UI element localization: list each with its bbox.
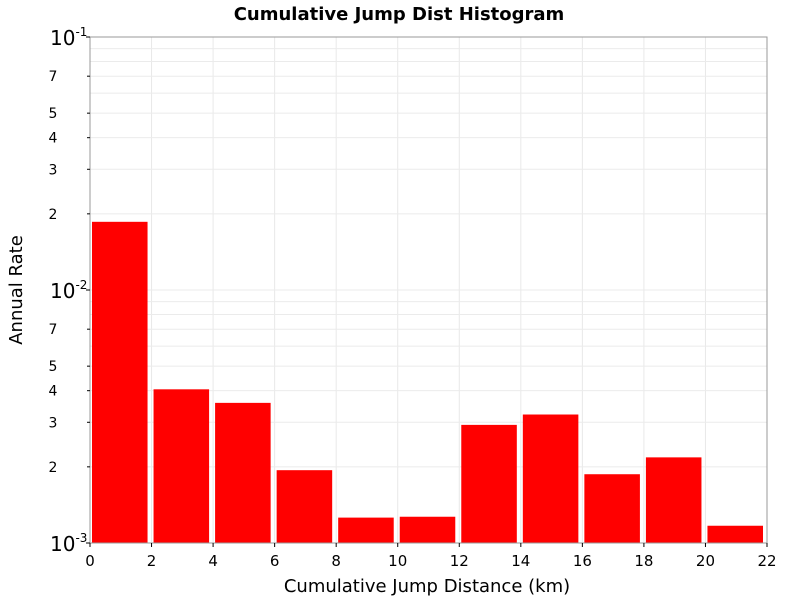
histogram-bar xyxy=(153,389,210,543)
x-tick-label: 18 xyxy=(634,552,653,570)
x-tick-label: 22 xyxy=(757,552,776,570)
x-tick-label: 20 xyxy=(696,552,715,570)
histogram-bar xyxy=(92,221,148,543)
y-decade-label: 10-3 xyxy=(50,531,87,556)
y-minor-tick-label: 7 xyxy=(49,69,58,85)
y-minor-tick-label: 3 xyxy=(49,415,58,431)
histogram-bar xyxy=(522,414,579,543)
x-tick-label: 14 xyxy=(511,552,530,570)
histogram-bar xyxy=(584,474,640,543)
histogram-bar xyxy=(645,457,702,543)
y-decade-base: 10 xyxy=(50,26,75,50)
y-minor-tick-label: 2 xyxy=(49,207,58,223)
x-tick-label: 4 xyxy=(208,552,218,570)
histogram-bar xyxy=(707,525,763,543)
y-decade-exponent: -1 xyxy=(75,25,87,39)
x-tick-label: 6 xyxy=(270,552,280,570)
histogram-bar xyxy=(215,402,271,543)
x-axis-label: Cumulative Jump Distance (km) xyxy=(284,576,570,597)
x-tick-label: 16 xyxy=(573,552,592,570)
y-minor-tick-label: 4 xyxy=(49,384,58,400)
histogram-bar xyxy=(399,516,456,543)
x-axis-ticks: 0 2 4 6 8 10 12 14 16 18 20 22 xyxy=(85,543,777,570)
y-minor-tick-label: 2 xyxy=(49,460,58,476)
x-tick-label: 8 xyxy=(331,552,341,570)
y-decade-exponent: -3 xyxy=(75,531,87,545)
y-decade-base: 10 xyxy=(50,279,75,303)
y-minor-tick-label: 3 xyxy=(49,162,58,178)
y-minor-tick-label: 5 xyxy=(49,106,58,122)
x-tick-label: 2 xyxy=(147,552,157,570)
x-tick-label: 0 xyxy=(85,552,95,570)
bars xyxy=(92,221,763,543)
chart-title: Cumulative Jump Dist Histogram xyxy=(234,4,565,25)
y-decade-label: 10-1 xyxy=(50,25,87,50)
x-tick-label: 10 xyxy=(388,552,407,570)
y-minor-tick-label: 4 xyxy=(49,131,58,147)
y-minor-tick-label: 5 xyxy=(49,359,58,375)
histogram-bar xyxy=(461,424,517,543)
histogram-bar xyxy=(338,517,394,543)
histogram-bar xyxy=(276,470,333,543)
y-decade-exponent: -2 xyxy=(75,278,87,292)
y-minor-tick-label: 7 xyxy=(49,322,58,338)
x-tick-label: 12 xyxy=(450,552,469,570)
y-decade-label: 10-2 xyxy=(50,278,87,303)
y-axis-label: Annual Rate xyxy=(6,235,27,345)
y-decade-base: 10 xyxy=(50,532,75,556)
